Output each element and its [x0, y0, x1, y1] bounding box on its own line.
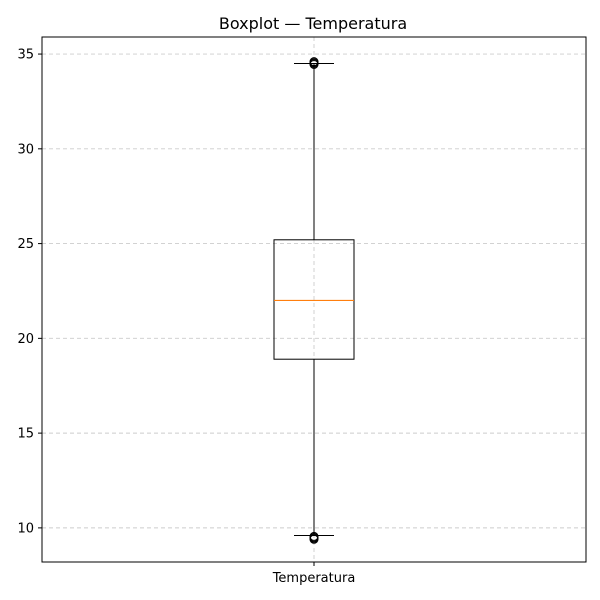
iqr-box	[273, 239, 355, 360]
tick-labels: 10 15 20 25 30 35 Temperatura	[17, 48, 355, 586]
y-tick-label: 35	[17, 48, 34, 63]
y-tick-label: 30	[17, 142, 34, 157]
axes	[38, 36, 587, 566]
y-tick-label: 20	[17, 332, 34, 347]
chart-title: Boxplot — Temperatura	[219, 14, 407, 33]
y-tick-label: 10	[17, 521, 34, 536]
plot-frame	[41, 36, 587, 563]
x-tick-label: Temperatura	[272, 571, 356, 586]
outlier-point	[309, 57, 319, 67]
outlier-point	[309, 531, 319, 541]
y-tick-label: 15	[17, 427, 34, 442]
y-tick-label: 25	[17, 237, 34, 252]
box-group	[273, 57, 355, 544]
box-series	[273, 57, 355, 544]
